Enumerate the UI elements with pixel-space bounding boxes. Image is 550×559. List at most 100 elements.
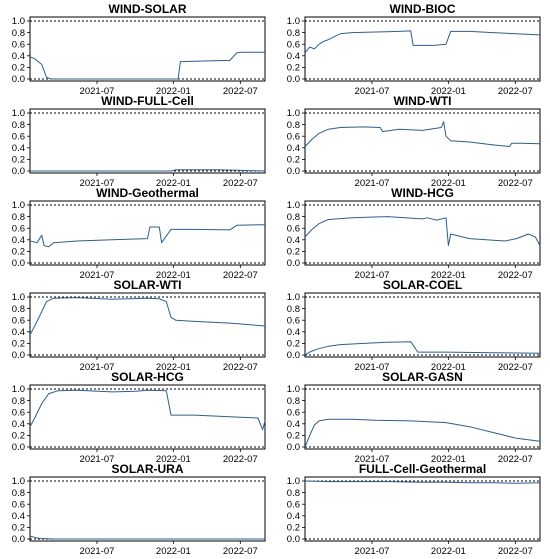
y-tick-label: 0.2 [287, 155, 300, 166]
x-tick-label: 2022-07 [498, 362, 533, 373]
panel-title: SOLAR-URA [112, 462, 184, 476]
y-tick-label: 0.4 [287, 327, 300, 338]
y-tick-label: 0.0 [287, 534, 300, 545]
x-tick-label: 2021-07 [80, 454, 115, 465]
y-tick-label: 0.6 [287, 39, 300, 50]
y-tick-label: 0.8 [12, 212, 25, 223]
x-tick-label: 2021-07 [355, 454, 390, 465]
y-tick-label: 0.4 [12, 51, 25, 62]
y-tick-label: 0.8 [287, 488, 300, 499]
y-tick-label: 0.6 [287, 131, 300, 142]
x-tick-label: 2022-07 [223, 454, 258, 465]
plot-frame [29, 384, 266, 450]
y-tick-label: 0.0 [12, 534, 25, 545]
plot-frame [304, 200, 541, 266]
plot-frame [29, 16, 266, 82]
series-line [29, 297, 266, 335]
x-tick-label: 2022-01 [431, 270, 466, 281]
y-tick-label: 0.2 [12, 523, 25, 534]
panel-title: SOLAR-HCG [111, 370, 184, 384]
x-tick-label: 2022-01 [156, 270, 191, 281]
panel-title: WIND-WTI [394, 94, 452, 108]
y-tick-label: 0.0 [12, 74, 25, 85]
x-tick-label: 2021-07 [355, 546, 390, 557]
y-tick-label: 1.0 [12, 16, 25, 27]
series-line [29, 535, 265, 540]
y-tick-label: 0.2 [12, 431, 25, 442]
y-tick-label: 0.2 [287, 339, 300, 350]
x-tick-label: 2021-07 [355, 178, 390, 189]
y-tick-label: 0.4 [287, 235, 300, 246]
x-tick-label: 2021-07 [80, 86, 115, 97]
y-tick-label: 0.2 [12, 63, 25, 74]
panel-title: SOLAR-COEL [383, 278, 462, 292]
plot-frame [304, 16, 541, 82]
x-tick-label: 2022-01 [431, 362, 466, 373]
y-tick-label: 0.8 [12, 120, 25, 131]
y-tick-label: 0.2 [12, 247, 25, 258]
x-tick-label: 2022-01 [431, 546, 466, 557]
x-tick-label: 2021-07 [80, 270, 115, 281]
x-tick-label: 2021-07 [355, 270, 390, 281]
y-tick-label: 1.0 [287, 476, 300, 487]
series-line [304, 480, 541, 484]
y-tick-label: 0.4 [287, 419, 300, 430]
panel-title: WIND-BIOC [390, 2, 456, 16]
y-tick-label: 1.0 [287, 384, 300, 395]
x-tick-label: 2022-07 [498, 86, 533, 97]
y-tick-label: 0.4 [287, 143, 300, 154]
y-tick-label: 0.2 [287, 523, 300, 534]
x-tick-label: 2022-07 [498, 178, 533, 189]
y-tick-label: 0.4 [12, 511, 25, 522]
y-tick-label: 0.6 [287, 499, 300, 510]
y-tick-label: 1.0 [12, 384, 25, 395]
y-tick-label: 0.6 [12, 39, 25, 50]
y-tick-label: 0.8 [287, 28, 300, 39]
y-tick-label: 0.6 [12, 499, 25, 510]
series-line [30, 169, 266, 172]
y-tick-label: 0.0 [12, 258, 25, 269]
panel-title: SOLAR-GASN [382, 370, 463, 384]
panel-title: WIND-Geothermal [96, 186, 199, 200]
y-tick-label: 0.2 [287, 431, 300, 442]
y-tick-label: 0.8 [287, 120, 300, 131]
series-line [29, 389, 266, 431]
plot-frame [304, 384, 541, 450]
y-tick-label: 0.0 [287, 166, 300, 177]
y-tick-label: 0.0 [12, 442, 25, 453]
y-tick-label: 0.6 [287, 407, 300, 418]
y-tick-label: 0.4 [287, 511, 300, 522]
plot-frame [29, 200, 266, 266]
y-tick-label: 0.0 [287, 258, 300, 269]
x-tick-label: 2022-01 [156, 178, 191, 189]
x-tick-label: 2022-07 [223, 546, 258, 557]
y-tick-label: 0.0 [287, 442, 300, 453]
y-tick-label: 0.6 [12, 131, 25, 142]
y-tick-label: 0.2 [12, 339, 25, 350]
x-tick-label: 2022-07 [223, 86, 258, 97]
x-tick-label: 2021-07 [80, 178, 115, 189]
x-tick-label: 2022-07 [498, 454, 533, 465]
y-tick-label: 0.8 [287, 304, 300, 315]
y-tick-label: 0.2 [287, 247, 300, 258]
plot-frame [29, 476, 266, 542]
x-tick-label: 2022-01 [431, 454, 466, 465]
plot-frame [304, 292, 541, 358]
y-tick-label: 0.8 [287, 396, 300, 407]
series-line [304, 418, 541, 448]
x-tick-label: 2022-01 [156, 86, 191, 97]
y-tick-label: 0.6 [12, 407, 25, 418]
panel-title: WIND-SOLAR [109, 2, 187, 16]
plot-frame [304, 476, 541, 542]
x-tick-label: 2021-07 [80, 362, 115, 373]
x-tick-label: 2021-07 [80, 546, 115, 557]
panel-title: SOLAR-WTI [114, 278, 182, 292]
x-tick-label: 2022-01 [431, 178, 466, 189]
y-tick-label: 0.8 [12, 28, 25, 39]
y-tick-label: 0.0 [287, 350, 300, 361]
y-tick-label: 1.0 [12, 200, 25, 211]
x-tick-label: 2022-01 [156, 454, 191, 465]
plot-frame [29, 108, 266, 174]
y-tick-label: 0.0 [12, 166, 25, 177]
